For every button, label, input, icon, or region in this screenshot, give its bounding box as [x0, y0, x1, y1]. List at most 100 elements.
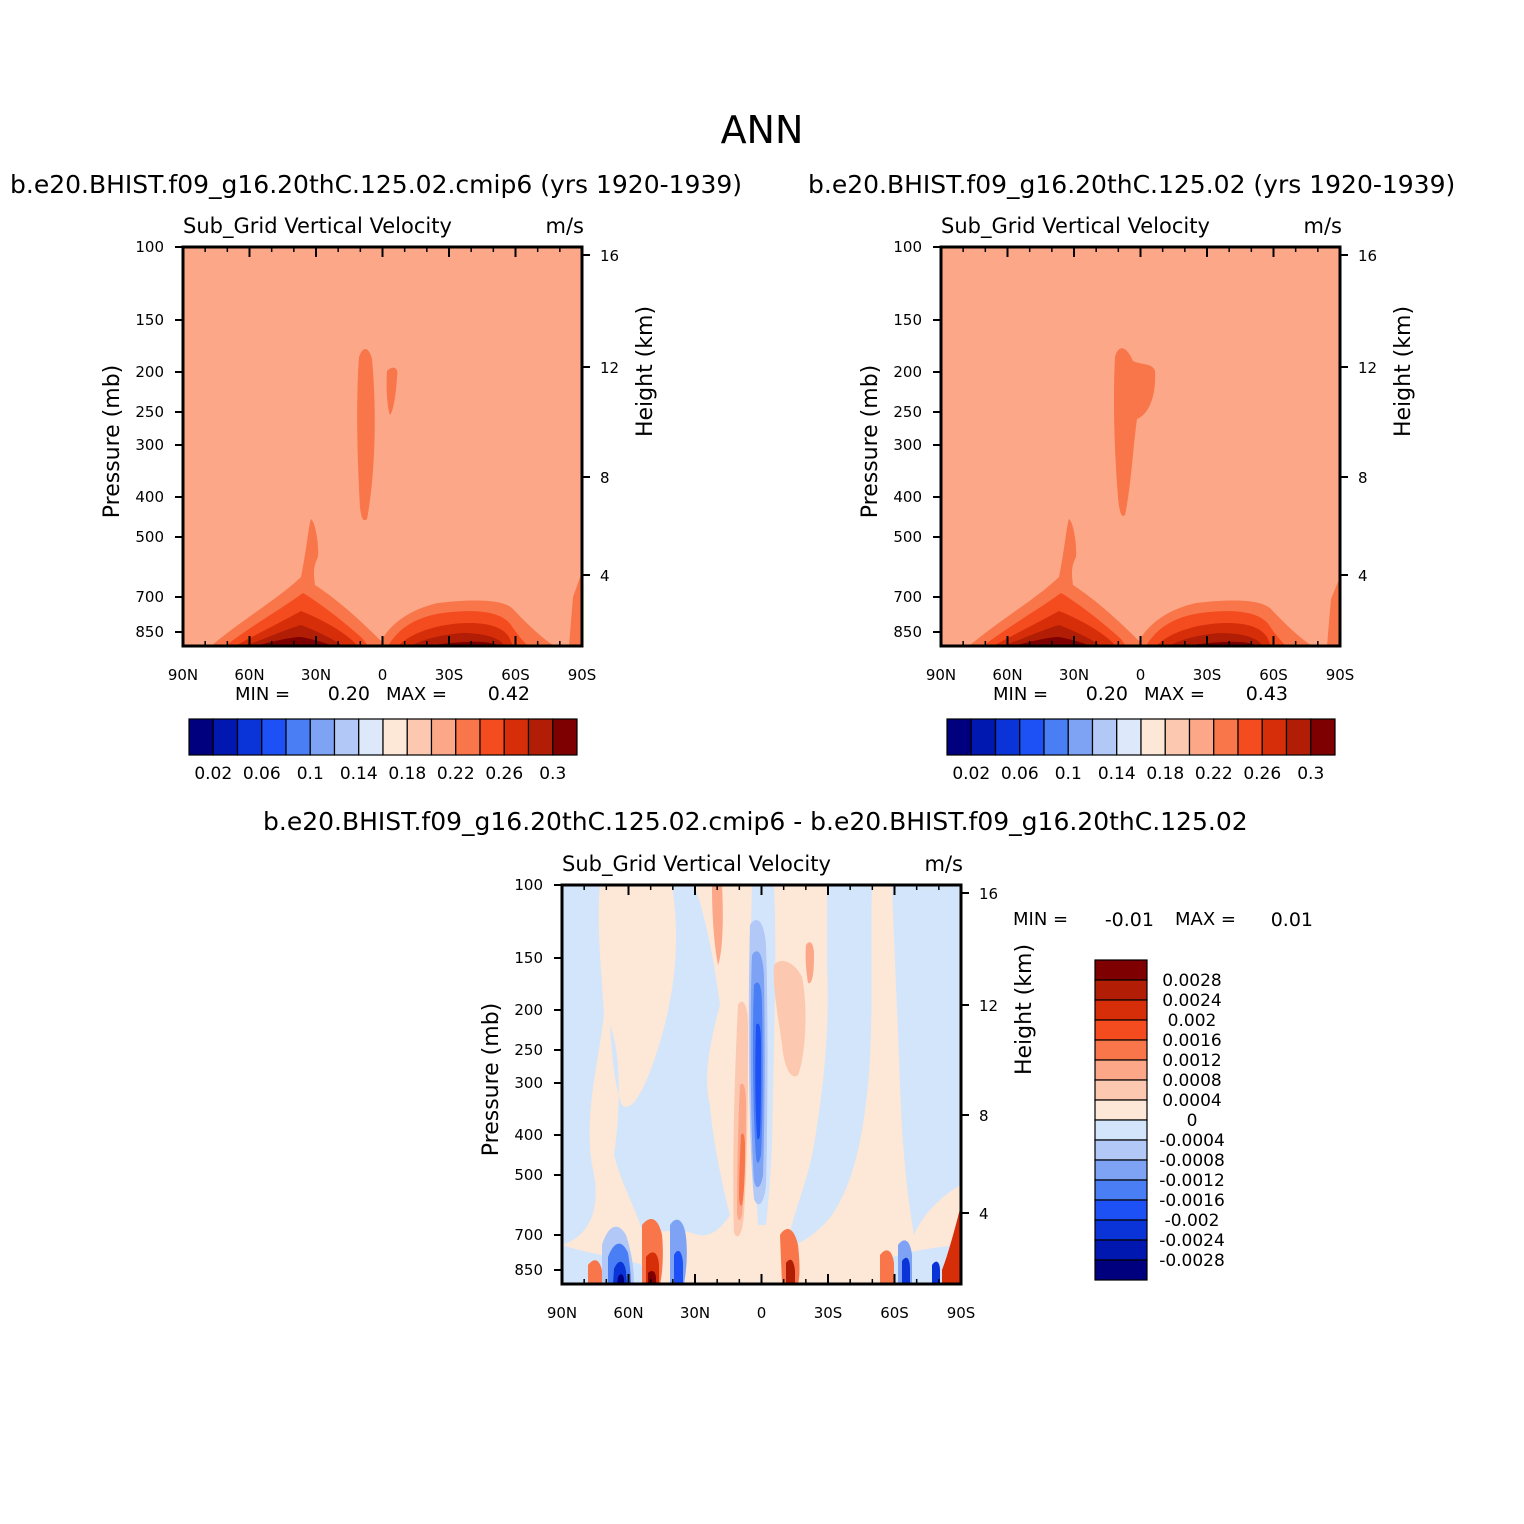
- diff-xtick-0: 90N: [547, 1304, 577, 1322]
- left-colorbar-box-4: [285, 718, 311, 756]
- diff-colorbar-box-6: [1094, 1079, 1148, 1101]
- right-xtick-6: 90S: [1326, 666, 1355, 684]
- left-ytick-right-3: 4: [600, 567, 610, 585]
- left-xtick-5: 60S: [501, 666, 530, 684]
- diff-xtick-1: 60N: [613, 1304, 643, 1322]
- diff-ytick-right-1: 12: [979, 997, 998, 1015]
- right-units-label: m/s: [1304, 214, 1342, 238]
- diff-colorbar-label-5: 0.0008: [1162, 1071, 1221, 1091]
- right-colorbar-box-9: [1164, 718, 1191, 756]
- left-xtick-6: 90S: [568, 666, 597, 684]
- left-ytick-4: 300: [135, 436, 164, 454]
- right-colorbar-label-2: 0.1: [1055, 764, 1082, 784]
- left-colorbar-label-4: 0.18: [388, 764, 426, 784]
- diff-contour-26: [674, 1250, 683, 1284]
- right-xtick-2: 30N: [1059, 666, 1089, 684]
- right-xtick-0: 90N: [926, 666, 956, 684]
- left-colorbar-box-12: [479, 718, 505, 756]
- diff-ytick-6: 500: [514, 1166, 543, 1184]
- right-ytick-3: 250: [893, 403, 922, 421]
- diff-colorbar-box-4: [1094, 1039, 1148, 1061]
- right-ytick-0: 100: [893, 238, 922, 256]
- diff-ytick-right-3: 4: [979, 1205, 989, 1223]
- left-colorbar-box-8: [382, 718, 408, 756]
- diff-colorbar-box-1: [1094, 979, 1148, 1001]
- right-colorbar-box-12: [1237, 718, 1263, 756]
- diff-xtick-5: 60S: [880, 1304, 909, 1322]
- left-ytick-1: 150: [135, 311, 164, 329]
- right-contours: [941, 247, 1340, 646]
- diff-colorbar-label-1: 0.0024: [1162, 991, 1221, 1011]
- left-variable-label: Sub_Grid Vertical Velocity: [183, 214, 452, 239]
- diff-contour-32: [942, 1205, 961, 1284]
- left-colorbar-box-0: [188, 718, 214, 756]
- diff-colorbar: 0.00280.00240.0020.00160.00120.00080.000…: [1094, 959, 1225, 1281]
- diff-contour-2: [610, 885, 730, 1236]
- left-ytick-2: 200: [135, 363, 164, 381]
- diff-colorbar-label-3: 0.0016: [1162, 1031, 1221, 1051]
- right-ytick-1: 150: [893, 311, 922, 329]
- right-contour-7: [1003, 625, 1101, 646]
- diff-ytick-4: 300: [514, 1074, 543, 1092]
- diff-min-label: MIN =: [1013, 909, 1068, 930]
- left-plot: 90N 60N 30N 0 30S 60S 90S 100 150 200 250 300 400 500…: [100, 214, 658, 784]
- diff-ylabel-right: Height (km): [1012, 944, 1037, 1075]
- right-xtick-5: 60S: [1259, 666, 1288, 684]
- diff-xtick-3: 0: [757, 1304, 767, 1322]
- left-colorbar-box-7: [358, 718, 384, 756]
- right-ytick-2: 200: [893, 363, 922, 381]
- diff-colorbar-label-0: 0.0028: [1162, 971, 1221, 991]
- diff-colorbar-label-12: -0.002: [1165, 1211, 1220, 1231]
- right-ytick-right-3: 4: [1358, 567, 1368, 585]
- diff-xtick-6: 90S: [947, 1304, 976, 1322]
- left-xtick-3: 0: [378, 666, 388, 684]
- diff-contour-33: [932, 1261, 940, 1284]
- left-ytick-3: 250: [135, 403, 164, 421]
- right-max-label: MAX =: [1144, 684, 1205, 705]
- right-colorbar-box-4: [1043, 718, 1069, 756]
- diff-contour-29: [880, 1250, 894, 1284]
- right-colorbar-box-6: [1091, 718, 1118, 756]
- right-colorbar-box-13: [1261, 718, 1288, 756]
- left-colorbar-box-3: [261, 718, 287, 756]
- left-ylabel-right: Height (km): [633, 306, 658, 437]
- right-ytick-4: 300: [893, 436, 922, 454]
- right-ylabel: Pressure (mb): [858, 365, 883, 519]
- diff-colorbar-box-8: [1094, 1119, 1148, 1141]
- diff-plot: 90N 60N 30N 0 30S 60S 90S 100 150 200 250 300 400 500…: [479, 852, 1313, 1322]
- left-ylabel: Pressure (mb): [100, 365, 125, 519]
- right-ytick-right-2: 8: [1358, 469, 1368, 487]
- right-colorbar-box-1: [970, 718, 997, 756]
- diff-contour-16: [739, 1133, 745, 1206]
- right-colorbar: 0.02 0.06 0.1 0.14 0.18 0.22 0.26 0.3: [946, 718, 1336, 784]
- left-colorbar-box-9: [406, 718, 433, 756]
- diff-contour-8: [773, 961, 806, 1077]
- right-ytick-right-1: 12: [1358, 359, 1377, 377]
- diff-colorbar-label-2: 0.002: [1168, 1011, 1217, 1031]
- right-contour-2: [1327, 577, 1340, 646]
- diff-contour-5: [892, 885, 961, 1235]
- right-ytick-6: 500: [893, 528, 922, 546]
- diff-max-value: 0.01: [1271, 909, 1313, 931]
- left-contour-bg: [183, 247, 582, 646]
- left-max-value: 0.42: [488, 683, 530, 705]
- diff-ytick-right-2: 8: [979, 1107, 989, 1125]
- left-contour-2: [386, 367, 398, 415]
- left-case-title: b.e20.BHIST.f09_g16.20thC.125.02.cmip6 (…: [10, 170, 743, 199]
- left-ytick-right-1: 12: [600, 359, 619, 377]
- left-ytick-5: 400: [135, 488, 164, 506]
- left-contour-8: [245, 625, 343, 646]
- right-ylabel-right: Height (km): [1391, 306, 1416, 437]
- left-colorbar-box-6: [333, 718, 360, 756]
- diff-colorbar-box-12: [1094, 1199, 1148, 1221]
- left-colorbar-label-2: 0.1: [297, 764, 324, 784]
- right-colorbar-label-4: 0.18: [1146, 764, 1184, 784]
- left-min-value: 0.20: [328, 683, 370, 705]
- left-colorbar-box-10: [430, 718, 457, 756]
- left-xtick-0: 90N: [168, 666, 198, 684]
- right-colorbar-box-7: [1116, 718, 1142, 756]
- diff-contour-24: [588, 1260, 602, 1284]
- diff-ytick-3: 250: [514, 1041, 543, 1059]
- left-colorbar: 0.02 0.06 0.1 0.14 0.18 0.22 0.26 0.3: [188, 718, 578, 784]
- right-ytick-7: 700: [893, 588, 922, 606]
